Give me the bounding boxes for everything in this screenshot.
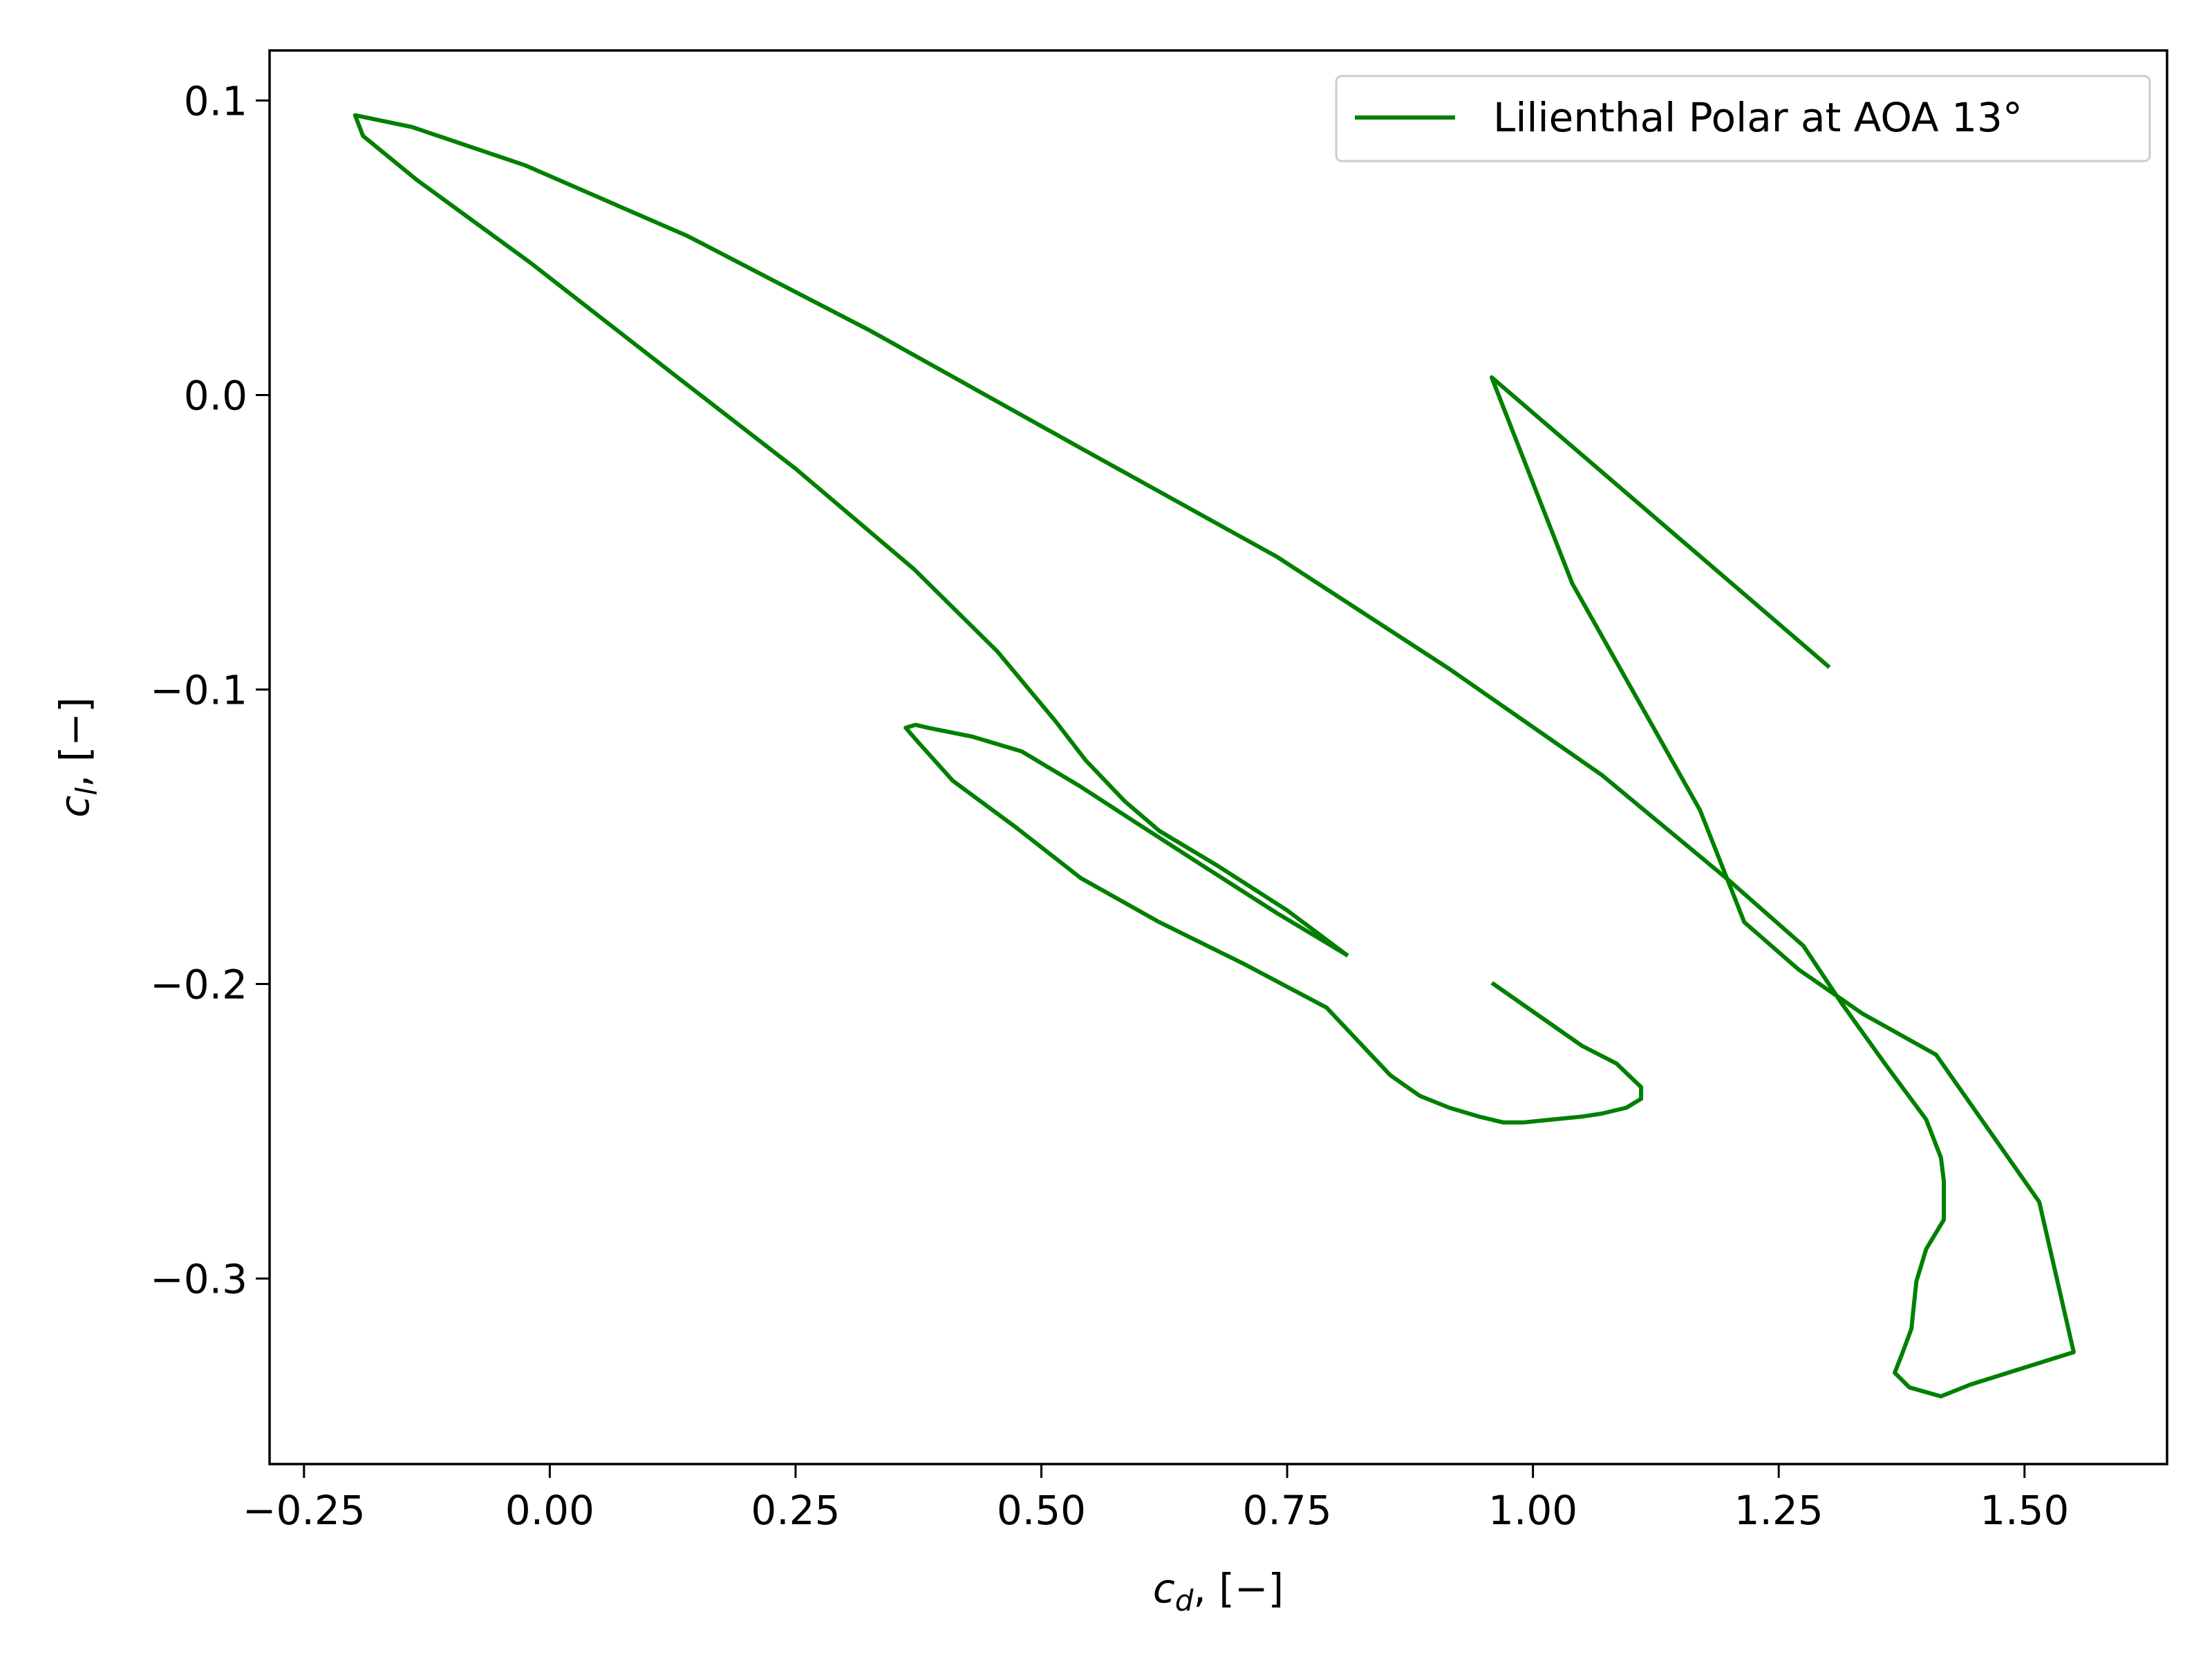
- x-tick-label: 1.50: [1980, 1487, 2069, 1534]
- x-tick-label: 1.25: [1734, 1487, 1824, 1534]
- plot-frame: [268, 49, 2168, 1465]
- y-tick-label: 0.1: [184, 77, 247, 124]
- y-axis: −0.3 −0.2 −0.1 0.0 0.1: [150, 77, 270, 1303]
- x-tick-label: −0.25: [243, 1487, 366, 1534]
- legend-box: [1335, 75, 2151, 162]
- y-tick-label: −0.1: [150, 667, 247, 714]
- legend-entry-label: Lilienthal Polar at AOA 13°: [1493, 94, 2023, 141]
- series-layer: [353, 113, 2076, 1398]
- legend: Lilienthal Polar at AOA 13°: [1335, 75, 2151, 162]
- x-axis: −0.25 0.00 0.25 0.50 0.75 1.00 1.25 1.50: [243, 1464, 2069, 1534]
- x-tick-label: 0.25: [751, 1487, 840, 1534]
- series-line-1: [353, 113, 2076, 1398]
- x-tick-label: 0.00: [505, 1487, 594, 1534]
- y-tick-label: −0.3: [150, 1256, 247, 1303]
- y-axis-title: cl, [−]: [51, 697, 104, 817]
- x-tick-label: 0.75: [1242, 1487, 1331, 1534]
- x-tick-label: 1.00: [1488, 1487, 1577, 1534]
- x-tick-label: 0.50: [997, 1487, 1086, 1534]
- plot-area: [268, 49, 2168, 1465]
- series-line-2: [903, 722, 1644, 1125]
- y-tick-label: −0.2: [150, 962, 247, 1009]
- x-axis-title: cd, [−]: [1153, 1565, 1284, 1618]
- y-tick-label: 0.0: [184, 372, 247, 419]
